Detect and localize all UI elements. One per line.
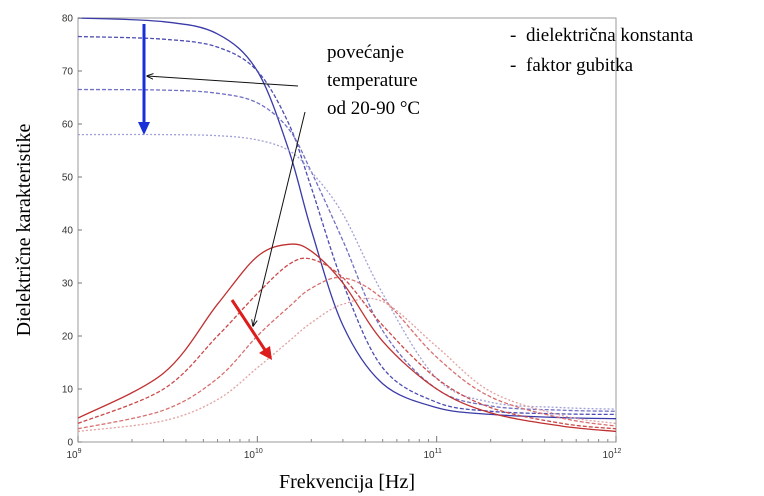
legend-label-dielectric-constant: dielektrična konstanta	[526, 25, 694, 46]
red-trend-arrow-head	[259, 346, 272, 360]
x-tick-label: 1012	[603, 448, 622, 461]
legend-entry-dielectric-constant: - dielektrična konstanta	[510, 25, 694, 46]
x-tick-exponent: 12	[614, 448, 622, 455]
x-axis-ticks: 109 1010 1011 1012	[66, 436, 622, 461]
series-line-2	[77, 35, 617, 416]
x-tick-exponent: 11	[435, 448, 442, 455]
blue-trend-arrow-head	[138, 122, 150, 135]
series-line-4	[77, 133, 617, 410]
x-tick-label: 1010	[244, 448, 263, 461]
legend-label-loss-factor: faktor gubitka	[526, 55, 634, 76]
y-tick-label: 10	[62, 385, 74, 396]
x-tick-base: 10	[66, 450, 78, 461]
annotation-line-1: povećanje	[327, 42, 404, 63]
red-trend-arrow-shaft	[230, 299, 267, 351]
x-tick-exponent: 9	[78, 448, 82, 455]
curves-group	[77, 17, 617, 433]
series-line-8	[77, 297, 617, 433]
annotation: povećanje temperature od 20-90 °C	[147, 30, 468, 326]
x-axis-label: Frekvencija [Hz]	[279, 471, 415, 493]
legend-marker-blue: -	[510, 25, 516, 46]
annotation-line-2: temperature	[327, 70, 418, 91]
annotation-arrow-to-dielectric	[147, 76, 299, 87]
y-tick-label: 80	[62, 14, 74, 25]
series-line-6	[77, 257, 617, 430]
y-axis-label: Dielektrične karakteristike	[13, 124, 35, 337]
x-tick-label: 1011	[423, 448, 441, 461]
y-tick-label: 60	[62, 120, 74, 131]
y-axis-ticks: 0 10 20 30 40 50 60 70 80	[62, 14, 82, 449]
annotation-background	[318, 30, 468, 126]
y-tick-label: 30	[62, 279, 74, 290]
series-line-1	[77, 17, 617, 420]
annotation-line-3: od 20-90 °C	[327, 98, 420, 119]
series-line-5	[77, 243, 617, 433]
annotation-arrow-to-loss	[253, 111, 306, 326]
legend: - dielektrična konstanta - faktor gubitk…	[510, 25, 694, 76]
y-tick-label: 70	[62, 67, 74, 78]
series-line-3	[77, 88, 617, 412]
x-tick-base: 10	[423, 450, 435, 461]
x-tick-base: 10	[244, 450, 256, 461]
x-tick-base: 10	[603, 450, 615, 461]
x-tick-exponent: 10	[255, 448, 263, 455]
y-tick-label: 50	[62, 173, 74, 184]
y-tick-label: 40	[62, 226, 74, 237]
legend-marker-red: -	[510, 55, 516, 76]
y-tick-label: 20	[62, 332, 74, 343]
y-tick-label: 0	[67, 438, 73, 449]
trend-arrows	[138, 24, 272, 360]
legend-entry-loss-factor: - faktor gubitka	[510, 55, 634, 76]
x-tick-label: 109	[66, 448, 81, 461]
